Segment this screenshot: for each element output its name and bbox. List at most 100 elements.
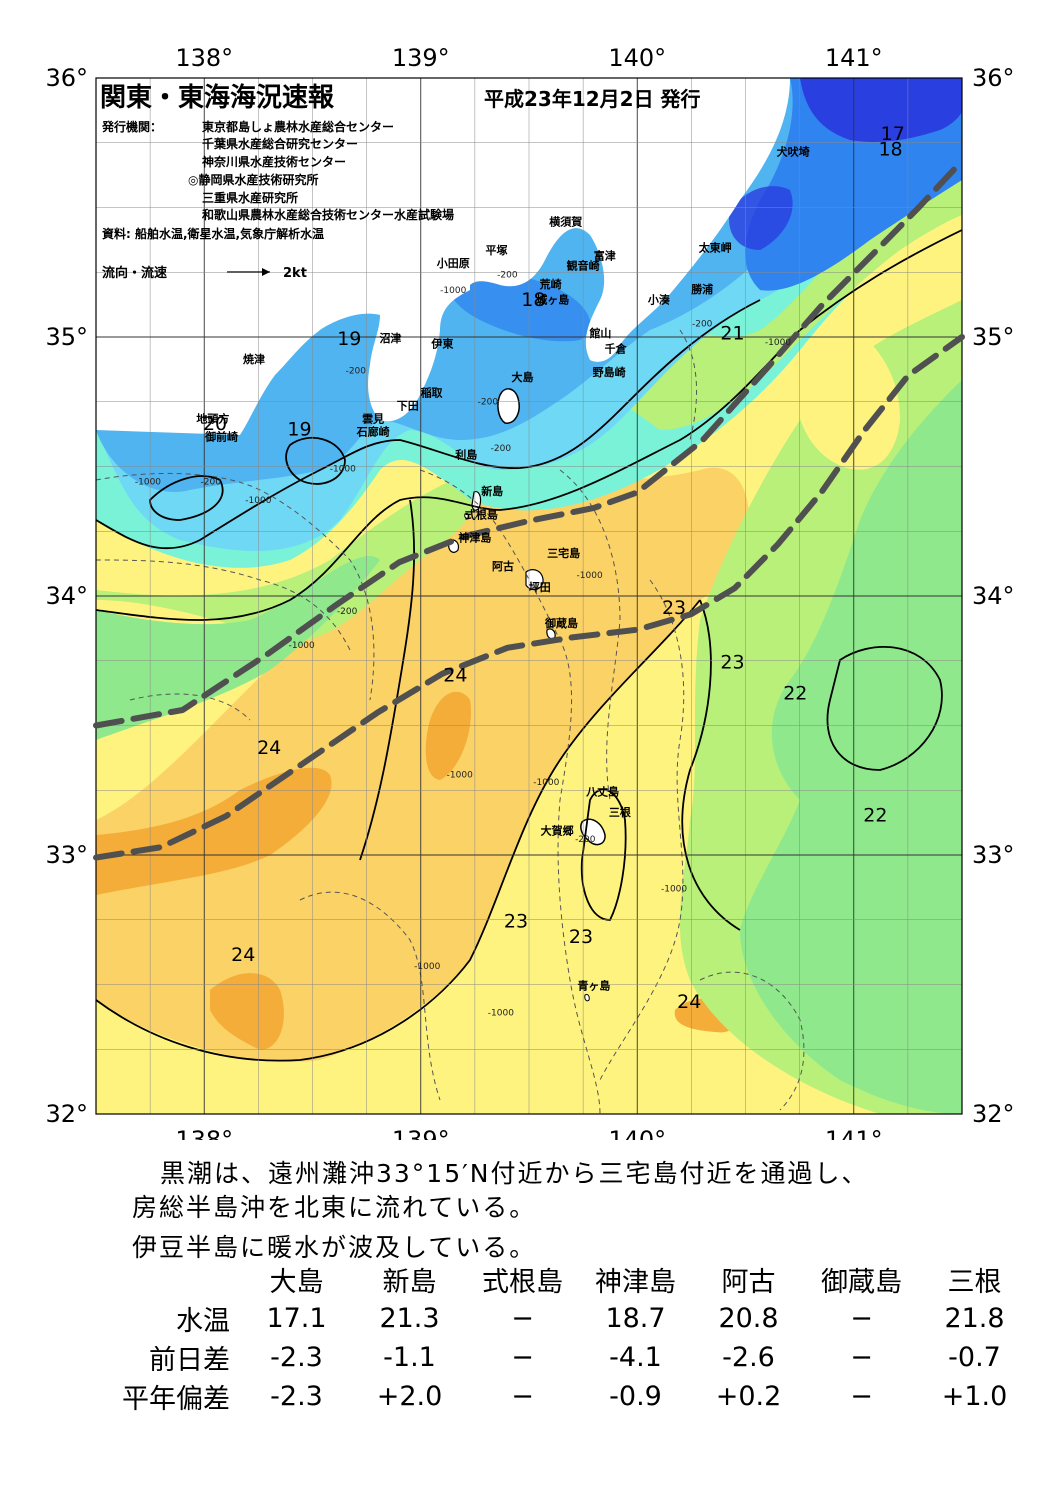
issue-date: 平成23年12月2日 発行 (484, 87, 701, 111)
place-name: 三根 (609, 805, 632, 819)
depth-label: -1000 (533, 778, 559, 788)
place-name: 石廊崎 (356, 424, 390, 438)
place-name: 観音崎 (567, 259, 600, 273)
lon-labels-bottom: 138° 139° 140° 141° (175, 1126, 882, 1154)
table-cell: 21.8 (944, 1303, 1005, 1334)
table-cell: 21.3 (379, 1303, 440, 1334)
lat-label-left: 35° (45, 323, 88, 351)
lon-label-top: 139° (392, 44, 450, 72)
table-cell: -1.1 (383, 1342, 436, 1373)
island-mikura (546, 628, 556, 640)
island-aogashima (584, 994, 590, 1002)
table-row: 前日差 -2.3 -1.1 − -4.1 -2.6 − -0.7 (80, 1338, 1031, 1377)
table-cell: 18.7 (605, 1303, 666, 1334)
summary-line-2: 房総半島沖を北東に流れている。 (132, 1193, 537, 1222)
depth-label: -1000 (135, 478, 161, 488)
land-shizuoka-kanagawa (96, 78, 470, 435)
zone-17-b (729, 186, 793, 250)
place-name: 青ヶ島 (577, 979, 610, 993)
depth-label: -200 (201, 478, 222, 488)
issuer-5: 三重県水産研究所 (202, 190, 298, 205)
table-row: 水温 17.1 21.3 − 18.7 20.8 − 21.8 (80, 1299, 1031, 1338)
place-name: 雲見 (362, 412, 384, 425)
place-name: 下田 (397, 400, 419, 413)
place-name: 荒崎 (539, 277, 562, 291)
lon-label-top: 140° (608, 44, 666, 72)
summary-line-3: 伊豆半島に暖水が波及している。 (132, 1233, 537, 1262)
place-name: 神津島 (458, 531, 491, 545)
table-cell: -0.7 (948, 1342, 1001, 1373)
isotherm-label: 22 (783, 683, 807, 705)
issuer-4: ◎静岡県水産技術研究所 (188, 172, 318, 187)
table-cell: -2.6 (722, 1342, 775, 1373)
isotherm-label: 21 (720, 323, 744, 345)
kuroshio-path (93, 334, 965, 861)
place-name: 式根島 (465, 507, 498, 521)
isotherm-label: 19 (287, 418, 311, 440)
isotherm-label: 23 (504, 911, 528, 933)
issuer-1: 東京都島しょ農林水産総合センター (202, 119, 394, 134)
depth-label: -1000 (414, 962, 440, 972)
place-name: 犬吠埼 (777, 145, 810, 159)
land-chiba-tokyo (470, 78, 790, 362)
place-name: 御蔵島 (544, 616, 578, 630)
zone-24-c (210, 973, 284, 1050)
isotherm-label: 18 (521, 289, 545, 311)
depth-label: -200 (491, 444, 512, 454)
place-name: 大賀郷 (541, 823, 574, 837)
table-cell: − (511, 1342, 534, 1373)
issuer-label: 発行機関： (101, 119, 162, 134)
depth-label: -200 (346, 366, 367, 376)
isotherm-lines (96, 229, 962, 1062)
depth-label: -200 (692, 320, 713, 330)
place-name: 地頭方 (196, 411, 229, 425)
station-header: 新島 (382, 1267, 437, 1298)
lat-label-left: 34° (45, 582, 88, 610)
lat-label-left: 36° (45, 64, 88, 92)
place-name: 千倉 (605, 342, 628, 356)
depth-label: -1000 (577, 571, 603, 581)
zone-17 (800, 78, 962, 142)
place-name: 小湊 (647, 292, 670, 306)
place-name: 太東岬 (698, 241, 732, 255)
zone-23-warm (96, 467, 749, 1062)
depth-labels: -200 -1000 -200 -1000 -200 -200 -200 -1000 -200 -… (135, 270, 791, 1018)
station-header: 阿古 (721, 1267, 776, 1298)
table-cell: -2.3 (270, 1342, 323, 1373)
lon-label-bottom: 140° (608, 1126, 666, 1140)
kuroshio-axis (93, 157, 965, 861)
current-legend-scale: 2kt (283, 266, 307, 281)
place-name: 館山 (588, 326, 611, 340)
isotherm-label: 24 (677, 991, 701, 1013)
zone-23-east (793, 300, 900, 470)
table-cell: +0.2 (715, 1381, 782, 1412)
place-name: 新島 (481, 484, 503, 498)
data-source: 資料: 船舶水温,衛星水温,気象庁解析水温 (102, 226, 324, 241)
table-cell: − (850, 1342, 873, 1373)
zone-24-a (96, 767, 332, 895)
depth-label: -1000 (440, 286, 466, 296)
lat-label-left: 32° (45, 1100, 88, 1128)
depth-label: -200 (478, 397, 499, 407)
depth-label: -200 (337, 607, 358, 617)
lat-label-right: 33° (972, 841, 1015, 869)
depth-label: -1000 (765, 338, 791, 348)
table-cell: − (511, 1381, 534, 1412)
isotherm-label: 20 (203, 413, 227, 435)
depth-label: -200 (497, 270, 518, 280)
place-name: 横須賀 (549, 215, 582, 229)
lon-label-top: 141° (825, 44, 883, 72)
place-name: 坪田 (529, 581, 551, 594)
place-name: 利島 (455, 448, 477, 462)
map-title: 関東・東海海況速報 (100, 83, 335, 113)
station-header: 三根 (947, 1267, 1002, 1298)
table-cell: 20.8 (718, 1303, 779, 1334)
arrow-head-icon (262, 268, 270, 276)
isotherm-label: 23 (569, 926, 593, 948)
table-cell: -2.3 (270, 1381, 323, 1412)
summary-line-1: 黒潮は、遠州灘沖33°15′N付近から三宅島付近を通過し、 (160, 1159, 869, 1188)
island-shikine (464, 513, 470, 519)
isotherm-label: 24 (443, 664, 467, 686)
depth-label: -1000 (447, 770, 473, 780)
